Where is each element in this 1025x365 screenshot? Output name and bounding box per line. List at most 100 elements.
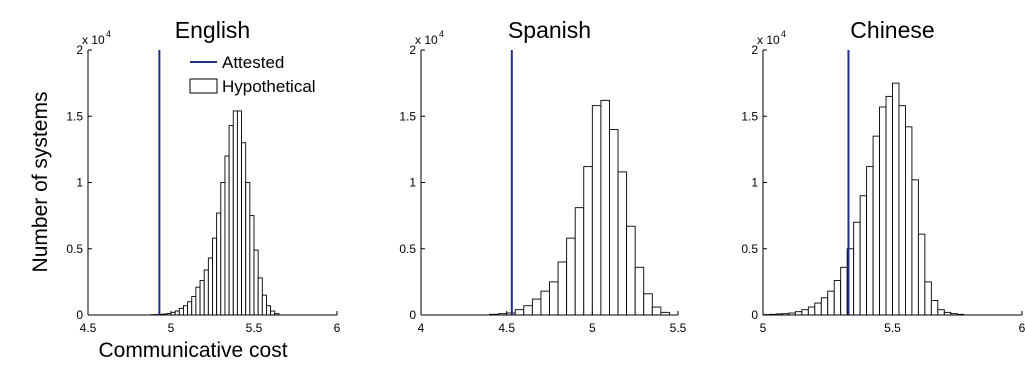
panel-english: 0 0.5 1 1.5 2 4.5 5 5.5 6 x 10 4 English — [66, 17, 340, 335]
y-tick-label: 1.5 — [399, 109, 416, 123]
panel-spanish: 00.511.524 4.5 5 5.5x 10 4 Spanish — [399, 17, 686, 335]
y-scale-exponent: 4 — [781, 29, 786, 39]
histogram-bar — [892, 82, 900, 316]
y-scale-label: x 10 — [415, 33, 438, 47]
histogram-bar — [549, 281, 559, 316]
histogram-bar — [905, 126, 913, 316]
x-tick-label: 5 — [760, 321, 767, 335]
x-tick-label: 4.5 — [498, 321, 515, 335]
y-tick-label: 0 — [409, 308, 416, 322]
histogram-bar — [245, 182, 251, 316]
histogram-bar — [514, 309, 525, 316]
legend-hypothetical-label: Hypothetical — [222, 77, 316, 96]
histogram-bar — [228, 125, 234, 316]
histogram-bar — [820, 297, 829, 316]
y-scale-label: x 10 — [82, 33, 105, 47]
histogram-bar — [232, 110, 238, 316]
legend-attested-label: Attested — [222, 53, 284, 72]
histogram-bar — [930, 299, 939, 316]
histogram-bar — [937, 309, 945, 316]
histogram-bar — [523, 305, 533, 316]
legend-hypothetical-swatch — [189, 78, 218, 94]
x-axis-label: Communicative cost — [98, 339, 287, 362]
histogram-bar — [195, 286, 201, 316]
y-tick-label: 1 — [751, 176, 758, 190]
histogram-bar — [261, 294, 267, 316]
histogram-bar — [174, 310, 180, 316]
histogram-bar — [557, 261, 568, 316]
panel-title: English — [175, 17, 250, 43]
histogram-bar — [257, 277, 263, 316]
y-tick-label: 0.5 — [399, 242, 416, 256]
histogram-bar — [266, 305, 272, 316]
histogram-bar — [220, 182, 226, 316]
histogram-bar — [203, 269, 209, 316]
histogram-bar — [249, 215, 255, 316]
histogram-bar — [866, 166, 874, 316]
x-tick-label: 5.5 — [884, 321, 901, 335]
x-tick-label: 6 — [1019, 321, 1025, 335]
x-tick-label: 5.5 — [246, 321, 263, 335]
histogram-bar — [212, 237, 218, 316]
histogram-bar — [574, 207, 585, 316]
panel-chinese: 0 0.5 1 1.5 2 5 5.5 6 x 10 4 Chinese — [741, 17, 1025, 335]
histogram-bar — [879, 106, 887, 316]
histogram-bar — [917, 233, 926, 316]
y-scale-label: x 10 — [757, 33, 780, 47]
y-tick-label: 1 — [409, 176, 416, 190]
y-scale-exponent: 4 — [106, 29, 111, 39]
x-tick-label: 4.5 — [80, 321, 97, 335]
histogram-bar — [807, 306, 816, 316]
panel-title: Spanish — [508, 17, 591, 43]
histogram-bar — [898, 105, 906, 316]
x-tick-label: 4 — [418, 321, 425, 335]
histogram-bar — [191, 296, 197, 316]
y-tick-label: 0 — [76, 308, 83, 322]
y-tick-label: 0.5 — [741, 242, 758, 256]
histogram-bar — [583, 166, 593, 316]
y-tick-label: 0 — [751, 308, 758, 322]
histogram-bar — [634, 266, 645, 316]
histogram-bar — [224, 155, 230, 316]
histogram-bar — [911, 179, 919, 316]
histogram-bar — [187, 301, 193, 316]
legend: Attested Hypothetical — [189, 53, 316, 96]
y-tick-label: 1.5 — [66, 109, 83, 123]
histogram-bar — [207, 257, 213, 316]
y-tick-label: 2 — [409, 43, 416, 57]
histogram-bar — [626, 225, 636, 316]
histogram-bar — [827, 290, 835, 316]
histogram-bar — [617, 171, 628, 316]
histogram-bar — [814, 302, 822, 316]
y-tick-label: 2 — [751, 43, 758, 57]
histogram-bar — [840, 266, 848, 316]
histogram-bar — [853, 221, 861, 316]
histogram-bar — [609, 129, 619, 316]
y-tick-label: 2 — [76, 43, 83, 57]
histogram-bar — [253, 249, 259, 316]
histogram-bar — [600, 99, 610, 316]
histogram-bar — [241, 142, 247, 316]
x-tick-label: 5 — [589, 321, 596, 335]
histogram-bar — [885, 95, 893, 316]
y-axis-label: Number of systems — [29, 92, 52, 273]
y-tick-label: 1 — [76, 176, 83, 190]
histogram-bar — [872, 135, 881, 316]
y-tick-label: 0.5 — [66, 242, 83, 256]
histogram-bar — [859, 195, 868, 316]
histogram-bar — [924, 281, 932, 316]
panel-title: Chinese — [850, 17, 934, 43]
x-tick-label: 6 — [334, 321, 341, 335]
y-tick-label: 1.5 — [741, 109, 758, 123]
histogram-bar — [531, 298, 542, 316]
histogram-bar — [216, 212, 222, 316]
histogram-bar — [178, 307, 184, 316]
x-tick-label: 5.5 — [670, 321, 687, 335]
histogram-bar — [643, 293, 653, 316]
histogram-bar — [651, 306, 662, 316]
histogram-bar — [540, 290, 550, 316]
histogram-bar — [236, 110, 242, 316]
histogram-bar — [566, 237, 576, 316]
x-tick-label: 5 — [168, 321, 175, 335]
